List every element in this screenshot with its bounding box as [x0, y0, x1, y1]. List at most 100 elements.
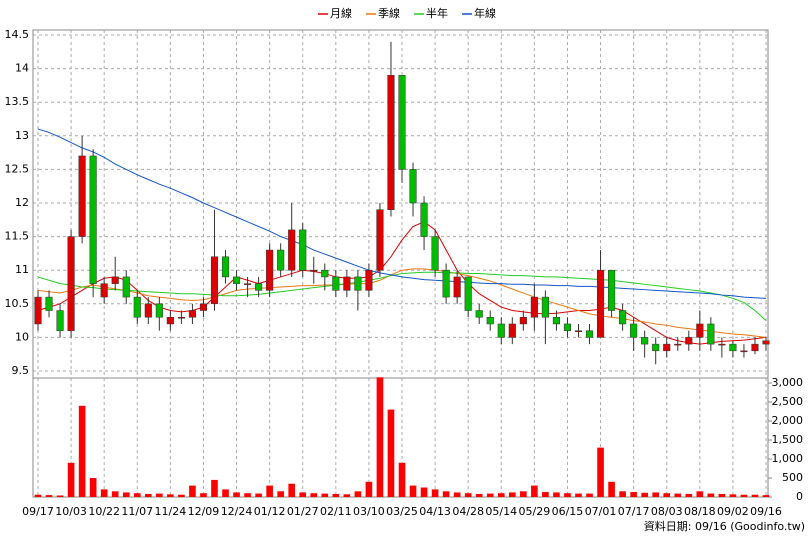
volume-bar [354, 491, 362, 497]
volume-bar [564, 493, 571, 497]
y-tick-label: 11 [15, 263, 29, 276]
candle-body [685, 337, 693, 345]
volume-bar [144, 493, 152, 497]
volume-bar [89, 478, 97, 497]
volume-bar [78, 405, 86, 497]
volume-bar [299, 492, 307, 497]
x-tick-label: 03/10 [353, 505, 385, 518]
volume-bar [321, 493, 329, 497]
volume-bar [200, 493, 207, 497]
candle-body [332, 276, 340, 291]
candle-body [365, 269, 373, 291]
volume-bar [189, 485, 196, 497]
y-tick-label: 9.5 [12, 364, 30, 377]
candle-body [508, 323, 516, 338]
x-tick-label: 10/22 [88, 505, 120, 518]
x-tick-label: 11/24 [155, 505, 187, 518]
candle-body [574, 330, 583, 332]
volume-bar [442, 491, 450, 497]
volume-bar [111, 491, 119, 497]
x-tick-label: 08/18 [684, 505, 716, 518]
candle-body [475, 310, 483, 318]
candle-body [387, 75, 395, 210]
volume-bar [376, 377, 384, 497]
footnote: 資料日期: 09/16 (Goodinfo.tw) [644, 519, 805, 533]
ma-line [37, 271, 767, 321]
volume-bar [696, 491, 704, 497]
volume-bar [597, 447, 604, 497]
candle-body [78, 155, 86, 237]
y2-tick-label: 1,500 [772, 433, 804, 446]
y-tick-label: 13.5 [5, 95, 30, 108]
candle-body [288, 229, 296, 271]
candle-body [707, 323, 715, 345]
volume-bar [244, 493, 251, 497]
candle-body [221, 256, 230, 278]
volume-bar [34, 494, 42, 497]
candle-body [552, 316, 560, 325]
candle-body [486, 316, 494, 325]
volume-bar [520, 491, 527, 497]
candle-body [232, 276, 241, 284]
volume-bar [332, 493, 340, 497]
candle-body [277, 249, 285, 271]
x-tick-label: 09/16 [750, 505, 782, 518]
candle-body [310, 269, 318, 272]
y2-tick-label: 1,000 [772, 452, 804, 465]
candle-body [596, 269, 605, 338]
x-tick-label: 12/09 [188, 505, 220, 518]
candle-body [133, 296, 141, 318]
volume-bar [740, 494, 748, 497]
candle-body [144, 303, 152, 318]
candle-body [111, 276, 119, 284]
volume-bar [453, 492, 461, 497]
candle-body [563, 323, 572, 331]
x-tick-label: 04/28 [452, 505, 484, 518]
volume-bar [475, 493, 483, 497]
x-tick-label: 04/13 [419, 505, 451, 518]
volume-bar [508, 492, 516, 497]
candle-body [619, 310, 627, 325]
volume-bar [652, 492, 660, 497]
volume-bar [255, 493, 262, 497]
volume-bar [608, 481, 615, 497]
candle-body [398, 75, 406, 170]
volume-bar [67, 462, 75, 497]
y2-tick-label: 0 [796, 490, 803, 503]
candle-body [751, 343, 759, 352]
volume-bar [288, 483, 296, 497]
volume-bar [762, 495, 770, 497]
candle-body [652, 343, 660, 352]
legend-label: 季線 [378, 6, 400, 20]
volume-bar [277, 491, 284, 497]
candle-body [530, 296, 538, 318]
volume-bar [542, 492, 549, 497]
candle-body [188, 310, 196, 318]
candle-body [674, 343, 682, 346]
volume-bar [133, 493, 141, 497]
candle-body [376, 209, 384, 271]
candle-body [630, 323, 638, 338]
candle-body [442, 269, 450, 298]
y2-tick-label: 500 [782, 471, 803, 484]
y-tick-label: 13 [15, 129, 29, 142]
candle-body [718, 343, 726, 346]
y2-tick-label: 2,500 [772, 395, 804, 408]
candle-body [608, 269, 616, 311]
x-tick-label: 02/11 [320, 505, 352, 518]
volume-bar [553, 492, 560, 497]
y-tick-label: 10 [15, 330, 29, 343]
x-tick-label: 12/24 [221, 505, 253, 518]
x-tick-label: 01/27 [287, 505, 319, 518]
x-tick-label: 07/01 [585, 505, 617, 518]
x-tick-label: 09/17 [22, 505, 54, 518]
candle-body [199, 303, 208, 311]
volume-bar [398, 462, 406, 497]
x-tick-label: 05/29 [519, 505, 551, 518]
volume-bar [156, 493, 163, 497]
candle-body [122, 276, 130, 298]
candle-body [343, 276, 351, 291]
candle-body [56, 310, 64, 331]
candle-body [299, 229, 307, 271]
y-tick-label: 12 [15, 196, 29, 209]
